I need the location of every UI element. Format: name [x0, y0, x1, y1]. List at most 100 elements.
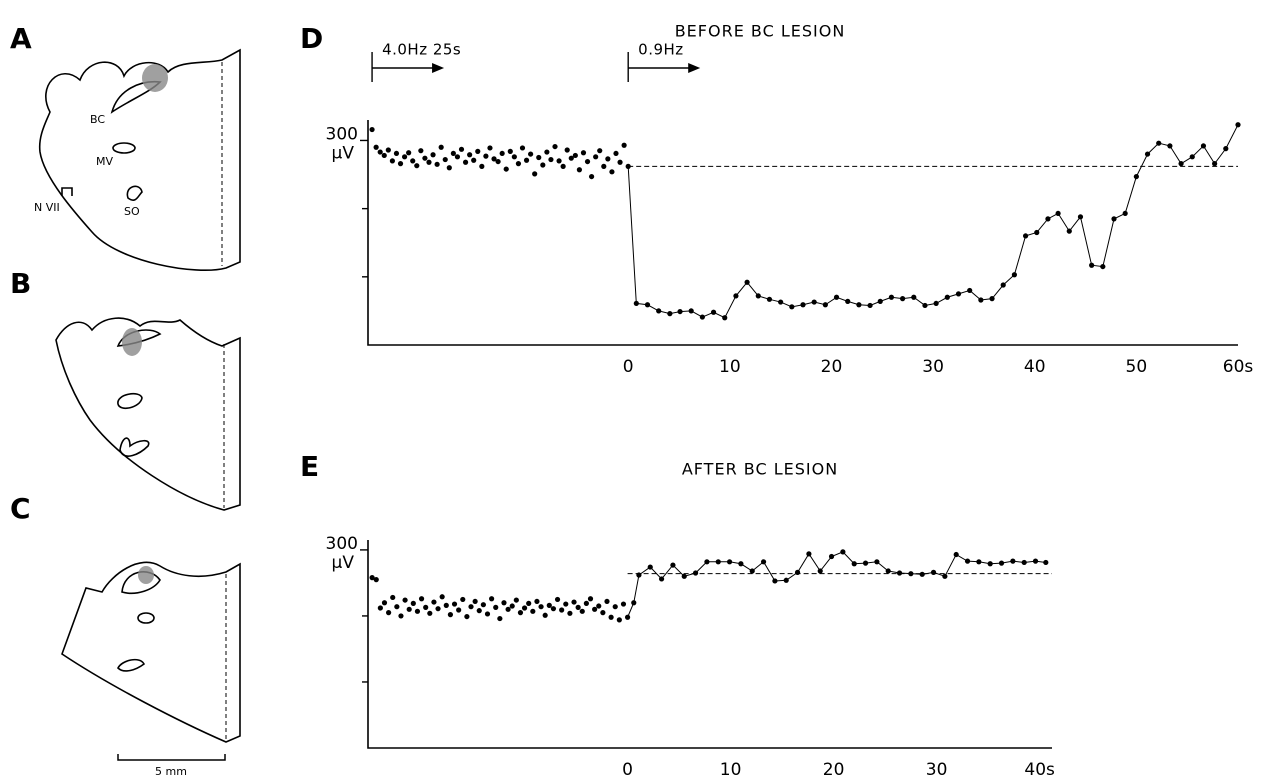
annotation: 4.0Hz 25s: [382, 41, 461, 59]
data-point: [624, 614, 631, 620]
data-point: [800, 302, 806, 308]
data-point: [1055, 210, 1061, 217]
data-point: [507, 148, 513, 154]
data-point: [1223, 146, 1229, 152]
data-point: [435, 606, 441, 612]
data-point: [596, 603, 602, 609]
arrow-head: [688, 63, 701, 73]
data-point: [710, 309, 717, 315]
data-point: [373, 577, 379, 583]
data-point: [442, 156, 448, 163]
lesion: [122, 328, 142, 356]
data-point: [377, 605, 383, 611]
y-tick-label: 300: [326, 534, 358, 554]
data-point: [538, 604, 544, 610]
data-point: [677, 308, 683, 315]
data-point: [862, 560, 869, 566]
data-line: [627, 551, 1046, 618]
data-point: [438, 144, 444, 150]
data-point: [460, 596, 466, 603]
data-point: [822, 302, 828, 308]
x-tick-label: 0: [623, 357, 634, 377]
chart-title: AFTER BC LESION: [682, 460, 838, 479]
data-point: [532, 171, 538, 177]
data-point: [908, 571, 914, 577]
data-point: [794, 569, 801, 575]
data-point: [544, 149, 550, 155]
data-point: [499, 150, 505, 157]
data-point: [609, 169, 615, 175]
data-point: [1212, 161, 1218, 167]
data-point: [604, 598, 610, 605]
data-point: [564, 147, 570, 153]
data-point: [542, 612, 548, 618]
data-point: [406, 150, 412, 156]
panel-label: A: [10, 22, 32, 55]
panel-label: D: [300, 22, 323, 55]
data-point: [766, 296, 773, 302]
data-point: [845, 298, 851, 304]
data-point: [1200, 143, 1207, 149]
data-point: [587, 596, 594, 602]
data-point: [722, 315, 728, 321]
data-point: [475, 148, 481, 154]
y-tick-label: 300: [326, 124, 358, 144]
data-point: [503, 166, 509, 172]
data-point: [733, 293, 739, 299]
data-point: [536, 154, 542, 161]
data-point: [414, 163, 420, 169]
data-point: [580, 150, 587, 156]
data-point: [576, 167, 583, 173]
data-point: [1089, 262, 1095, 268]
data-point: [789, 304, 795, 310]
data-point: [885, 568, 891, 574]
x-tick-label: 20: [823, 760, 845, 780]
data-point: [922, 302, 928, 309]
data-point: [572, 152, 578, 159]
data-point: [479, 163, 485, 169]
data-point: [621, 142, 627, 148]
data-point: [505, 606, 511, 612]
data-point: [989, 296, 995, 302]
data-point: [472, 598, 478, 605]
x-tick-label: 10: [720, 760, 742, 780]
data-point: [867, 302, 873, 309]
data-point: [456, 607, 462, 613]
anatomy-label: MV: [96, 155, 113, 168]
data-point: [579, 608, 585, 614]
data-point: [583, 600, 589, 606]
data-point: [987, 561, 993, 567]
chart-title: BEFORE BC LESION: [675, 22, 846, 41]
data-point: [559, 607, 565, 613]
x-tick-label: 30: [922, 357, 944, 377]
data-point: [1111, 216, 1117, 222]
data-point: [491, 156, 497, 162]
data-point: [851, 561, 857, 567]
data-point: [369, 575, 375, 581]
data-point: [454, 154, 461, 160]
x-tick-label: 30: [926, 760, 948, 780]
data-point: [656, 308, 662, 314]
data-point: [427, 610, 433, 616]
data-point: [530, 608, 536, 614]
data-point: [658, 576, 665, 582]
data-point: [874, 559, 880, 565]
data-point: [434, 161, 440, 167]
data-point: [681, 573, 687, 579]
data-point: [667, 311, 673, 317]
data-point: [613, 150, 619, 157]
data-point: [402, 597, 408, 603]
data-point: [410, 158, 416, 164]
data-point: [568, 155, 574, 161]
data-point: [519, 145, 526, 151]
data-point: [828, 553, 835, 560]
data-point: [1122, 210, 1128, 217]
data-point: [600, 610, 606, 616]
axes: [367, 120, 1238, 346]
data-point: [715, 559, 721, 565]
y-unit: μV: [332, 553, 355, 573]
x-tick-label: 40s: [1024, 760, 1055, 780]
axes: [367, 540, 1052, 749]
data-point: [978, 297, 984, 303]
